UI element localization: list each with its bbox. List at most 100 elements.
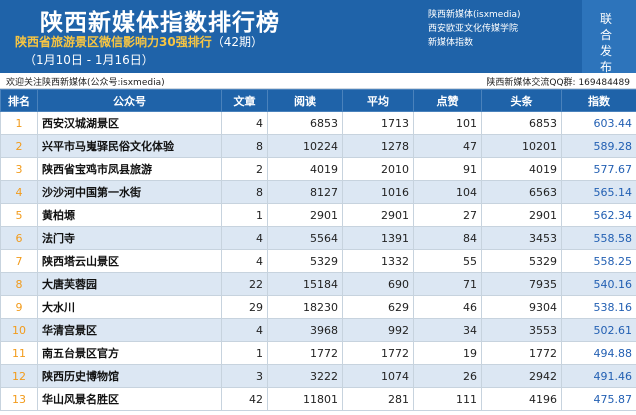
reads-cell: 3968 <box>267 318 343 342</box>
likes-cell: 84 <box>413 226 482 250</box>
column-header: 点赞 <box>413 89 482 112</box>
welcome-bar: 欢迎关注陕西新媒体(公众号:isxmedia) 陕西新媒体交流QQ群: 1694… <box>0 74 636 89</box>
rank-cell: 12 <box>0 364 38 388</box>
column-header: 排名 <box>0 89 38 112</box>
likes-cell: 34 <box>413 318 482 342</box>
column-header: 文章 <box>221 89 268 112</box>
reads-cell: 3222 <box>267 364 343 388</box>
reads-cell: 5329 <box>267 249 343 273</box>
welcome-text: 欢迎关注陕西新媒体(公众号:isxmedia) <box>6 78 165 88</box>
articles-cell: 3 <box>221 364 268 388</box>
index-cell: 603.44 <box>561 111 636 135</box>
table-row: 1 西安汉城湖景区 4 6853 1713 101 6853 603.44 <box>0 111 636 135</box>
index-cell: 558.58 <box>561 226 636 250</box>
table-row: 12 陕西历史博物馆 3 3222 1074 26 2942 491.46 <box>0 364 636 388</box>
reads-cell: 2901 <box>267 203 343 227</box>
articles-cell: 29 <box>221 295 268 319</box>
index-cell: 502.61 <box>561 318 636 342</box>
rank-cell: 1 <box>0 111 38 135</box>
headline-cell: 6563 <box>481 180 562 204</box>
likes-cell: 55 <box>413 249 482 273</box>
likes-cell: 71 <box>413 272 482 296</box>
index-cell: 494.88 <box>561 341 636 365</box>
ranking-table: 排名 公众号 文章 阅读 平均 点赞 头条 指数 1 西安汉城湖景区 4 6853 17… <box>0 89 636 411</box>
headline-cell: 9304 <box>481 295 562 319</box>
headline-cell: 5329 <box>481 249 562 273</box>
reads-cell: 8127 <box>267 180 343 204</box>
reads-cell: 1772 <box>267 341 343 365</box>
average-cell: 1772 <box>342 341 414 365</box>
index-cell: 491.46 <box>561 364 636 388</box>
articles-cell: 8 <box>221 180 268 204</box>
subtitle-text: 陕西省旅游景区微信影响力30强排行 <box>15 35 212 49</box>
articles-cell: 22 <box>221 272 268 296</box>
average-cell: 690 <box>342 272 414 296</box>
account-name-cell: 陕西省宝鸡市凤县旅游 <box>37 157 222 181</box>
index-cell: 562.34 <box>561 203 636 227</box>
index-cell: 540.16 <box>561 272 636 296</box>
index-cell: 558.25 <box>561 249 636 273</box>
articles-cell: 42 <box>221 387 268 411</box>
rank-cell: 10 <box>0 318 38 342</box>
page-title: 陕西新媒体指数排行榜 <box>40 10 280 36</box>
likes-cell: 101 <box>413 111 482 135</box>
account-name-cell: 陕西塔云山景区 <box>37 249 222 273</box>
rank-cell: 6 <box>0 226 38 250</box>
rank-cell: 4 <box>0 180 38 204</box>
average-cell: 1332 <box>342 249 414 273</box>
header-banner: 陕西新媒体指数排行榜 陕西省旅游景区微信影响力30强排行（42期） （1月10日… <box>0 0 636 73</box>
articles-cell: 1 <box>221 341 268 365</box>
rank-cell: 13 <box>0 387 38 411</box>
table-row: 2 兴平市马嵬驿民俗文化体验 8 10224 1278 47 10201 589.28 <box>0 134 636 158</box>
column-header: 公众号 <box>37 89 222 112</box>
reads-cell: 11801 <box>267 387 343 411</box>
account-name-cell: 华清宫景区 <box>37 318 222 342</box>
articles-cell: 4 <box>221 318 268 342</box>
likes-cell: 26 <box>413 364 482 388</box>
headline-cell: 7935 <box>481 272 562 296</box>
headline-cell: 4019 <box>481 157 562 181</box>
publisher-info: 陕西新媒体(isxmedia) 西安欧亚文化传媒学院 新媒体指数 <box>428 8 521 50</box>
table-header-row: 排名 公众号 文章 阅读 平均 点赞 头条 指数 <box>0 89 636 112</box>
ranking-subtitle: 陕西省旅游景区微信影响力30强排行（42期） <box>15 33 263 50</box>
rank-cell: 9 <box>0 295 38 319</box>
index-cell: 538.16 <box>561 295 636 319</box>
account-name-cell: 沙沙河中国第一水街 <box>37 180 222 204</box>
reads-cell: 6853 <box>267 111 343 135</box>
headline-cell: 2942 <box>481 364 562 388</box>
headline-cell: 3453 <box>481 226 562 250</box>
likes-cell: 19 <box>413 341 482 365</box>
likes-cell: 27 <box>413 203 482 227</box>
average-cell: 1074 <box>342 364 414 388</box>
average-cell: 992 <box>342 318 414 342</box>
rank-cell: 11 <box>0 341 38 365</box>
date-range: （1月10日 - 1月16日） <box>24 53 154 67</box>
average-cell: 1713 <box>342 111 414 135</box>
average-cell: 1016 <box>342 180 414 204</box>
qq-group-text: 陕西新媒体交流QQ群: 169484489 <box>486 78 630 88</box>
column-header: 头条 <box>481 89 562 112</box>
headline-cell: 3553 <box>481 318 562 342</box>
average-cell: 2010 <box>342 157 414 181</box>
articles-cell: 8 <box>221 134 268 158</box>
table-row: 4 沙沙河中国第一水街 8 8127 1016 104 6563 565.14 <box>0 180 636 204</box>
account-name-cell: 陕西历史博物馆 <box>37 364 222 388</box>
index-cell: 475.87 <box>561 387 636 411</box>
likes-cell: 111 <box>413 387 482 411</box>
account-name-cell: 法门寺 <box>37 226 222 250</box>
rank-cell: 2 <box>0 134 38 158</box>
likes-cell: 47 <box>413 134 482 158</box>
headline-cell: 2901 <box>481 203 562 227</box>
account-name-cell: 西安汉城湖景区 <box>37 111 222 135</box>
joint-release-label: 联合发布 <box>599 12 612 74</box>
rank-cell: 3 <box>0 157 38 181</box>
publisher-line: 陕西新媒体(isxmedia) <box>428 10 521 20</box>
average-cell: 281 <box>342 387 414 411</box>
average-cell: 1391 <box>342 226 414 250</box>
table-row: 10 华清宫景区 4 3968 992 34 3553 502.61 <box>0 318 636 342</box>
average-cell: 2901 <box>342 203 414 227</box>
articles-cell: 4 <box>221 249 268 273</box>
column-header: 平均 <box>342 89 414 112</box>
issue-period: （42期） <box>211 35 263 49</box>
likes-cell: 91 <box>413 157 482 181</box>
